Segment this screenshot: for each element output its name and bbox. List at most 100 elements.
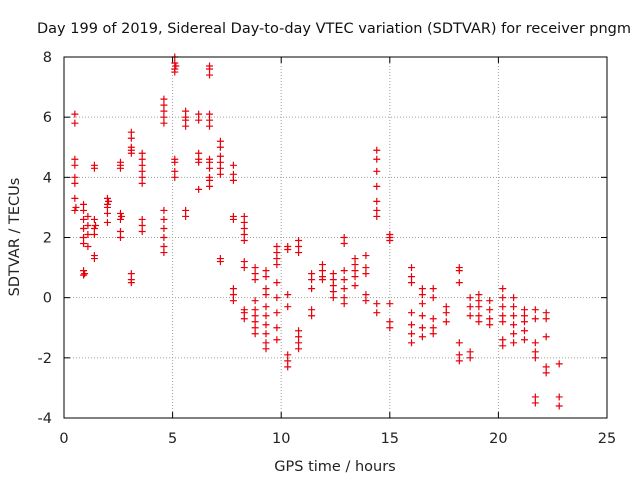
data-point	[103, 203, 111, 211]
data-point	[91, 221, 99, 229]
data-point	[408, 273, 416, 281]
data-point	[284, 303, 292, 311]
data-point	[206, 122, 214, 130]
x-tick-label: 15	[381, 431, 399, 447]
data-point	[429, 294, 437, 302]
data-point	[71, 110, 79, 118]
data-point	[455, 339, 463, 347]
data-point	[127, 149, 135, 157]
data-point	[284, 351, 292, 359]
y-tick-label: 0	[43, 291, 52, 307]
data-point	[262, 321, 270, 329]
data-point	[340, 240, 348, 248]
y-axis-label: SDTVAR / TECUs	[7, 178, 23, 297]
data-point	[442, 318, 450, 326]
data-point	[81, 270, 89, 278]
data-point	[273, 279, 281, 287]
data-point	[262, 303, 270, 311]
data-point	[418, 291, 426, 299]
data-point	[182, 107, 190, 115]
data-point	[90, 215, 98, 223]
data-point	[555, 393, 563, 401]
data-point	[510, 321, 518, 329]
data-point	[318, 276, 326, 284]
data-point	[262, 273, 270, 281]
data-point	[340, 294, 348, 302]
data-point	[251, 270, 259, 278]
data-point	[373, 206, 381, 214]
data-point	[386, 318, 394, 326]
data-point	[542, 369, 550, 377]
y-tick-label: 6	[43, 110, 52, 126]
data-point	[295, 339, 303, 347]
data-point	[362, 270, 370, 278]
data-point	[340, 267, 348, 275]
data-point	[308, 312, 316, 320]
data-point	[71, 179, 79, 187]
data-point	[127, 279, 135, 287]
data-point	[116, 209, 124, 217]
data-point	[520, 306, 528, 314]
data-point	[499, 294, 507, 302]
data-point	[318, 261, 326, 269]
data-point	[273, 324, 281, 332]
data-point	[171, 158, 179, 166]
x-tick-label: 25	[598, 431, 616, 447]
data-point	[340, 234, 348, 241]
data-point	[206, 158, 214, 166]
data-point	[138, 149, 146, 157]
data-point	[80, 215, 88, 223]
y-tick-label: 4	[43, 170, 52, 186]
data-point	[386, 300, 394, 308]
data-point	[103, 194, 111, 202]
data-point	[340, 300, 348, 308]
data-point	[206, 176, 214, 184]
y-tick-label: 8	[43, 50, 52, 66]
data-point	[408, 309, 416, 317]
data-point	[510, 294, 518, 302]
data-point	[475, 291, 483, 299]
data-point	[273, 249, 281, 257]
data-point	[105, 197, 113, 205]
data-point	[160, 107, 168, 115]
data-point	[262, 339, 270, 347]
data-point	[542, 363, 550, 371]
data-point	[138, 173, 146, 181]
data-point	[429, 285, 437, 293]
data-point	[195, 185, 203, 193]
data-point	[240, 237, 248, 245]
data-point	[138, 155, 146, 163]
data-point	[273, 243, 281, 251]
data-point	[429, 324, 437, 332]
data-point	[71, 155, 79, 163]
data-point	[295, 243, 303, 251]
data-point	[160, 119, 168, 127]
data-point	[138, 179, 146, 187]
data-point	[206, 65, 214, 73]
data-point	[80, 200, 88, 208]
data-point	[351, 282, 359, 290]
data-point	[90, 164, 98, 172]
data-point	[273, 255, 281, 263]
data-point	[182, 212, 190, 220]
data-point	[520, 312, 528, 320]
data-point	[418, 312, 426, 320]
data-point	[160, 249, 168, 257]
data-point	[195, 110, 203, 118]
data-point	[531, 348, 539, 356]
data-point	[295, 345, 303, 353]
data-point	[229, 291, 237, 299]
data-point	[531, 393, 539, 401]
data-point	[195, 158, 203, 166]
data-point	[216, 143, 224, 151]
x-tick-label: 10	[272, 431, 290, 447]
data-point	[138, 221, 146, 229]
data-point	[499, 336, 507, 344]
data-point	[418, 333, 426, 341]
data-point	[90, 255, 98, 263]
data-point	[160, 206, 168, 214]
data-point	[386, 324, 394, 332]
data-point	[520, 336, 528, 344]
data-point	[240, 224, 248, 232]
